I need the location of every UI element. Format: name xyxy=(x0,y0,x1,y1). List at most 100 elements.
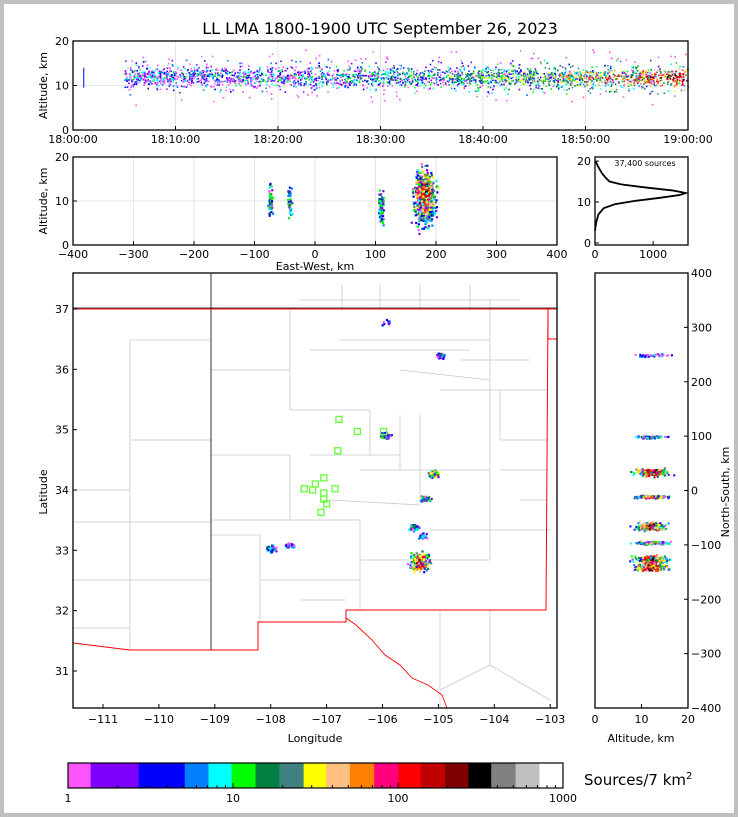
source-point xyxy=(653,69,656,72)
source-point xyxy=(216,78,218,81)
source-point xyxy=(653,77,655,80)
source-point xyxy=(563,89,565,91)
source-point xyxy=(169,84,172,86)
source-point xyxy=(587,90,590,92)
source-point xyxy=(432,201,435,205)
source-point xyxy=(511,70,513,72)
source-point xyxy=(590,72,592,75)
source-point xyxy=(505,70,508,72)
source-point xyxy=(210,65,213,68)
source-point xyxy=(219,72,222,74)
source-point xyxy=(432,87,434,90)
source-point xyxy=(501,78,503,81)
source-point xyxy=(566,79,569,81)
source-point xyxy=(216,77,218,79)
source-point xyxy=(409,68,411,71)
source-point xyxy=(492,79,494,82)
source-point xyxy=(215,68,218,70)
source-point xyxy=(451,78,454,80)
source-point xyxy=(583,75,585,78)
source-point xyxy=(641,74,644,76)
source-point xyxy=(384,73,386,75)
source-point xyxy=(222,81,225,83)
source-point xyxy=(392,69,394,72)
source-point xyxy=(490,80,492,82)
source-point xyxy=(135,83,138,86)
source-point xyxy=(456,73,458,76)
source-point xyxy=(282,66,285,69)
source-point xyxy=(410,68,413,70)
source-point xyxy=(493,75,496,78)
source-point xyxy=(623,85,625,87)
source-point xyxy=(590,82,592,85)
source-point xyxy=(352,73,354,76)
source-point xyxy=(672,78,674,81)
source-point xyxy=(464,85,466,88)
source-point xyxy=(447,74,449,77)
source-point xyxy=(644,87,646,90)
source-point xyxy=(402,80,405,83)
source-point xyxy=(371,75,373,77)
source-point xyxy=(494,68,497,71)
source-point xyxy=(434,206,437,209)
source-point xyxy=(523,72,526,75)
source-point xyxy=(420,214,423,218)
source-point xyxy=(607,68,610,71)
source-point xyxy=(528,75,530,78)
source-point xyxy=(595,75,597,77)
source-point xyxy=(289,74,292,76)
source-point xyxy=(476,90,479,92)
source-point xyxy=(633,79,636,81)
source-point xyxy=(175,72,177,75)
source-point xyxy=(290,84,292,86)
source-point xyxy=(561,66,564,68)
source-point xyxy=(568,78,570,80)
source-point xyxy=(361,74,364,77)
source-point xyxy=(625,75,627,77)
source-point xyxy=(525,79,527,81)
source-point xyxy=(210,72,212,75)
source-point xyxy=(356,79,358,82)
source-point xyxy=(310,66,312,69)
source-point xyxy=(394,79,397,81)
source-point xyxy=(270,80,273,82)
source-point xyxy=(248,96,251,99)
source-point xyxy=(599,74,602,76)
source-point xyxy=(480,82,483,85)
source-point xyxy=(416,72,418,75)
source-point xyxy=(207,67,210,69)
source-point xyxy=(647,72,649,74)
source-point xyxy=(131,80,133,82)
source-point xyxy=(567,76,569,78)
source-point xyxy=(233,79,236,81)
source-point xyxy=(245,75,248,77)
source-point xyxy=(423,213,426,216)
source-point xyxy=(418,232,421,236)
source-point xyxy=(150,76,153,78)
source-point xyxy=(312,79,314,82)
source-point xyxy=(417,76,420,79)
source-point xyxy=(238,83,240,85)
source-point xyxy=(133,77,136,79)
source-point xyxy=(644,76,646,79)
source-point xyxy=(174,73,176,76)
source-point xyxy=(186,80,189,82)
source-point xyxy=(333,70,336,72)
source-point xyxy=(551,72,553,75)
source-point xyxy=(422,218,425,221)
source-point xyxy=(428,77,430,80)
source-point xyxy=(414,191,418,194)
source-point xyxy=(586,81,589,83)
source-point xyxy=(429,208,432,211)
source-point xyxy=(432,181,435,184)
source-point xyxy=(463,67,466,70)
source-point xyxy=(308,83,310,85)
source-point xyxy=(469,82,471,84)
source-point xyxy=(277,67,280,69)
source-point xyxy=(243,75,245,77)
source-point xyxy=(649,80,651,82)
source-point xyxy=(510,77,513,80)
source-point xyxy=(547,78,550,81)
source-point xyxy=(197,77,199,80)
source-point xyxy=(318,82,320,85)
